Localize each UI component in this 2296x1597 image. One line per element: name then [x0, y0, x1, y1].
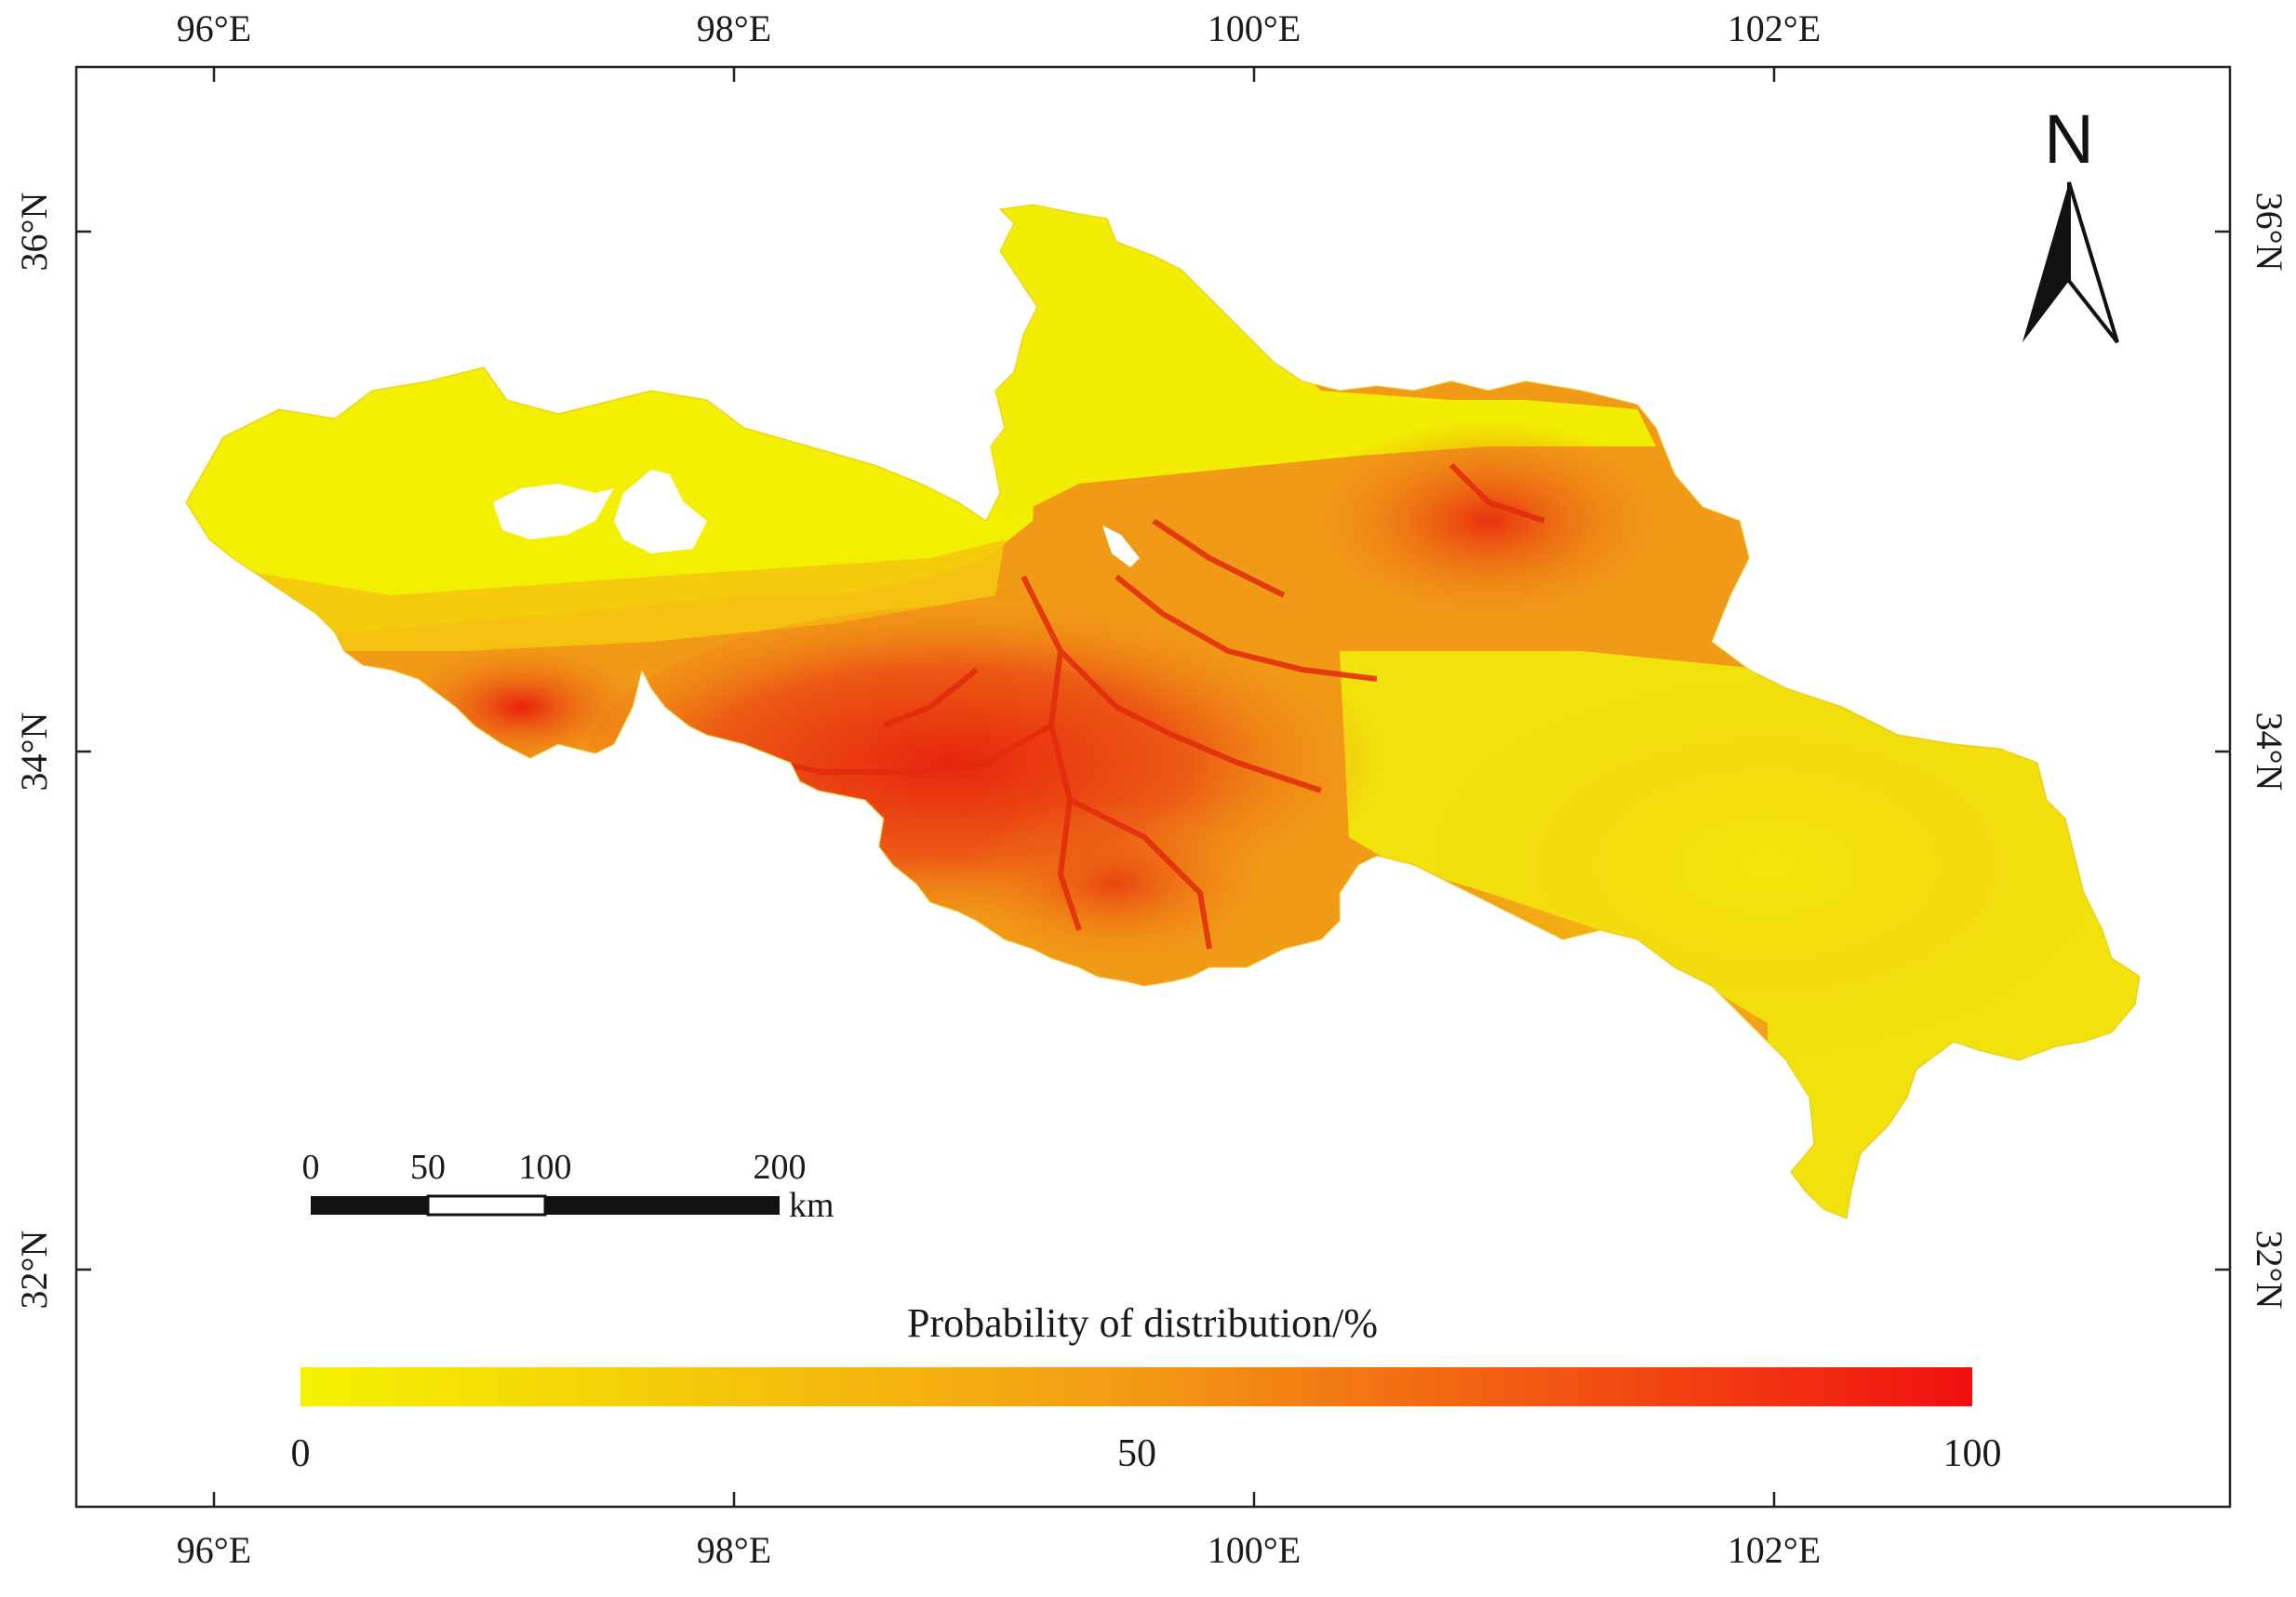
legend: Probability of distribution/% 0 50 100: [291, 1300, 2002, 1475]
lat-ticks: [76, 230, 2230, 1271]
lat-label-left-34: 34°N: [13, 712, 55, 792]
scale-label-50: 50: [410, 1148, 446, 1187]
lat-label-left-36: 36°N: [13, 193, 55, 272]
lake-west-a: [493, 484, 614, 539]
legend-tick-100: 100: [1943, 1432, 2002, 1475]
region-high-northeast: [1302, 419, 1675, 623]
scale-segment-50-100: [426, 1194, 547, 1217]
north-arrow: N: [2022, 100, 2119, 344]
lon-label-top-100: 100°E: [1208, 7, 1301, 49]
scale-label-0: 0: [302, 1148, 320, 1187]
lon-label-bottom-98: 98°E: [697, 1529, 771, 1571]
region-high-south: [958, 800, 1275, 967]
drainage-network: [706, 462, 1545, 950]
lon-label-top-102: 102°E: [1728, 7, 1821, 49]
region-low-east-core: [1414, 670, 2121, 1060]
legend-title: Probability of distribution/%: [907, 1300, 1378, 1346]
scale-bar: 0 50 100 200 km: [302, 1148, 834, 1225]
region-transition-west: [186, 539, 1005, 651]
map-frame: [74, 65, 2232, 1509]
scale-label-200: 200: [754, 1148, 807, 1187]
distribution-region: [186, 205, 2140, 1218]
north-arrow-icon: [2022, 181, 2119, 344]
legend-tick-50: 50: [1117, 1432, 1156, 1475]
lat-label-left-32: 32°N: [13, 1231, 55, 1310]
lat-label-right-34: 34°N: [2249, 712, 2290, 792]
lon-ticks: [212, 67, 1776, 1507]
lon-label-bottom-100: 100°E: [1208, 1529, 1301, 1571]
north-label: N: [2044, 100, 2093, 178]
lon-label-bottom-96: 96°E: [177, 1529, 251, 1571]
lake-west-b: [614, 470, 707, 553]
lon-label-bottom-102: 102°E: [1728, 1529, 1821, 1571]
legend-color-ramp: [300, 1367, 1972, 1406]
lat-label-right-32: 32°N: [2249, 1231, 2290, 1310]
scale-segment-100-200: [545, 1196, 780, 1215]
lat-label-right-36: 36°N: [2249, 193, 2290, 272]
scale-segment-0-50: [311, 1196, 428, 1215]
legend-tick-0: 0: [291, 1432, 311, 1475]
region-high-west: [391, 642, 651, 772]
lon-label-top-98: 98°E: [697, 7, 771, 49]
scale-unit: km: [789, 1186, 834, 1225]
region-outline: [185, 204, 2141, 1220]
lake-central: [1102, 526, 1140, 567]
lon-label-top-96: 96°E: [177, 7, 251, 49]
scale-label-100: 100: [519, 1148, 572, 1187]
